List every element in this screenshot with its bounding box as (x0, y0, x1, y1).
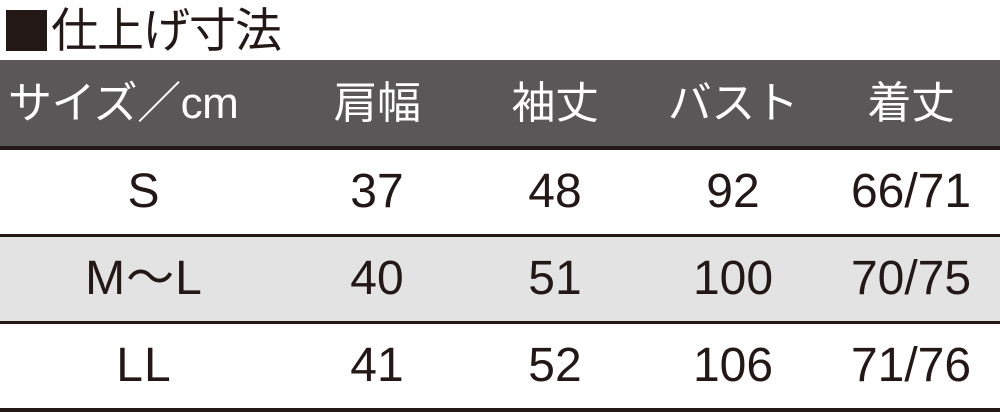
cell-size: S (0, 148, 288, 237)
cell-shoulder: 40 (288, 235, 466, 324)
cell-size: M〜L (0, 235, 288, 324)
cell-sleeve: 51 (466, 235, 644, 324)
table-body: S 37 48 92 66/71 M〜L 40 51 100 70/75 LL … (0, 148, 1000, 412)
cell-sleeve: 48 (466, 148, 644, 237)
table-header: サイズ／cm 肩幅 袖丈 バスト 着丈 (0, 60, 1000, 150)
page-title: 仕上げ寸法 (0, 0, 1000, 60)
table-row: S 37 48 92 66/71 (0, 148, 1000, 237)
cell-length: 70/75 (822, 235, 1000, 324)
column-header-sleeve: 袖丈 (466, 60, 644, 150)
size-chart-table: サイズ／cm 肩幅 袖丈 バスト 着丈 S 37 48 92 66/71 M〜L… (0, 60, 1000, 412)
page-title-text: 仕上げ寸法 (51, 3, 282, 57)
table-row: LL 41 52 106 71/76 (0, 322, 1000, 412)
square-bullet-icon (6, 9, 47, 51)
cell-shoulder: 37 (288, 148, 466, 237)
cell-bust: 100 (644, 235, 822, 324)
cell-size: LL (0, 322, 288, 412)
table-row: M〜L 40 51 100 70/75 (0, 235, 1000, 324)
cell-sleeve: 52 (466, 322, 644, 412)
table-header-row: サイズ／cm 肩幅 袖丈 バスト 着丈 (0, 60, 1000, 150)
column-header-shoulder: 肩幅 (288, 60, 466, 150)
cell-bust: 106 (644, 322, 822, 412)
column-header-size: サイズ／cm (0, 60, 288, 150)
cell-length: 66/71 (822, 148, 1000, 237)
column-header-length: 着丈 (822, 60, 1000, 150)
cell-shoulder: 41 (288, 322, 466, 412)
column-header-bust: バスト (644, 60, 822, 150)
cell-bust: 92 (644, 148, 822, 237)
cell-length: 71/76 (822, 322, 1000, 412)
